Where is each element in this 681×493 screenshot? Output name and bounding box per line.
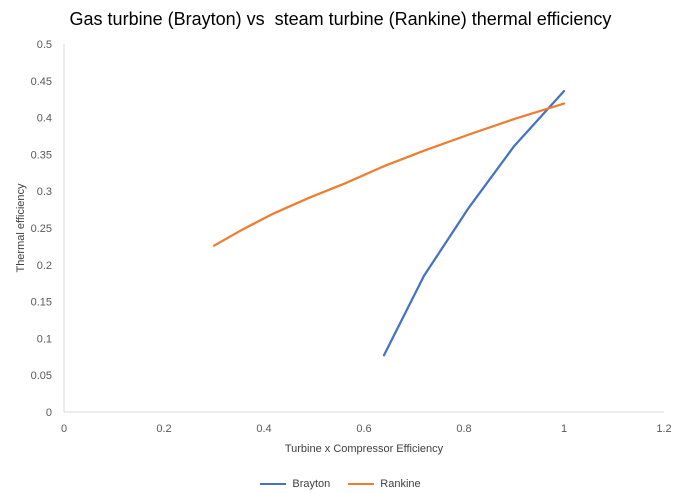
y-tick-label: 0.2 xyxy=(37,260,52,272)
y-tick-label: 0.25 xyxy=(31,223,52,235)
legend-label: Rankine xyxy=(380,478,421,490)
tick-labels: 0 0.2 0.4 0.6 0.8 1 1.2 0 0.05 0.1 0.15 0.2 0.25 0.3 0… xyxy=(31,39,672,435)
x-tick-label: 1 xyxy=(561,423,567,435)
y-tick-label: 0.05 xyxy=(31,370,52,382)
y-tick-label: 0 xyxy=(46,407,52,419)
y-tick-label: 0.15 xyxy=(31,297,52,309)
y-tick-label: 0.1 xyxy=(37,333,52,345)
axes xyxy=(63,44,664,413)
legend-swatch xyxy=(348,483,375,485)
legend-label: Brayton xyxy=(292,478,331,490)
x-axis-label: Turbine x Compressor Efficiency xyxy=(284,443,444,455)
legend-item-brayton: Brayton xyxy=(260,478,330,490)
series-line-brayton xyxy=(382,89,566,357)
series-line-rankine xyxy=(212,102,566,247)
legend-item-rankine: Rankine xyxy=(348,478,421,490)
x-tick-label: 1.2 xyxy=(656,423,671,435)
y-tick-label: 0.35 xyxy=(31,149,52,161)
x-tick-label: 0 xyxy=(61,423,67,435)
y-axis-label: Thermal efficiency xyxy=(15,183,27,273)
y-tick-label: 0.45 xyxy=(31,76,52,88)
x-tick-label: 0.6 xyxy=(356,423,371,435)
y-tick-label: 0.5 xyxy=(37,39,52,51)
x-tick-label: 0.2 xyxy=(156,423,171,435)
series-lines xyxy=(212,89,566,357)
y-tick-label: 0.4 xyxy=(37,113,52,125)
x-tick-label: 0.8 xyxy=(456,423,471,435)
legend-swatch xyxy=(260,483,287,485)
legend: Brayton Rankine xyxy=(0,478,681,490)
x-tick-label: 0.4 xyxy=(256,423,271,435)
chart-title: Gas turbine (Brayton) vs steam turbine (… xyxy=(69,9,612,29)
y-tick-label: 0.3 xyxy=(37,186,52,198)
